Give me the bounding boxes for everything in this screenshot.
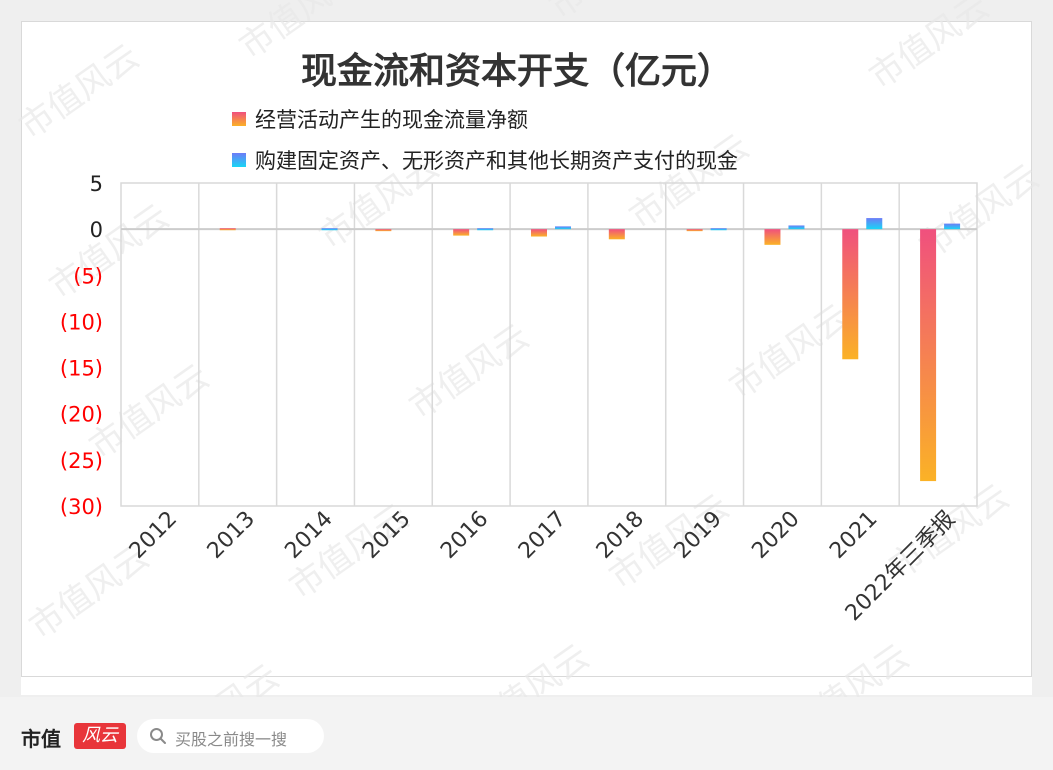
watermark-text: 市值风云 [462,637,596,700]
watermark-text: 市值风云 [402,317,536,428]
chart-card [21,21,1032,677]
y-tick-label: 0 [90,218,103,242]
x-tick-label: 2012 [125,507,182,564]
search-box[interactable]: 买股之前搜一搜 [137,719,324,753]
x-tick-label: 2016 [436,507,493,564]
watermark-text: 市值风云 [622,127,756,238]
card-bottom-strip [21,677,1032,695]
y-tick-label: 5 [90,172,103,196]
search-icon [150,728,166,744]
x-tick-label: 2020 [747,507,804,564]
bar-series1 [608,229,625,240]
y-tick-label: (5) [73,264,103,288]
bar-series1 [531,229,547,237]
legend-swatch-series2 [232,153,246,167]
bar-series1 [842,229,859,360]
bar-series1 [686,229,703,232]
watermark-text: 市值风云 [152,657,286,700]
y-tick-label: (30) [60,495,103,519]
legend-swatch-series1 [232,112,246,126]
watermark-text: 市值风云 [542,0,676,27]
x-tick-label: 2017 [514,507,571,564]
legend-label-series2: 购建固定资产、无形资产和其他长期资产支付的现金 [255,149,738,173]
watermark-text: 市值风云 [722,297,856,408]
bar-series1 [375,229,392,232]
chart-title: 现金流和资本开支（亿元） [301,50,733,92]
bar-series2 [788,225,805,230]
y-tick-label: (10) [60,310,103,334]
bar-series1 [453,229,470,236]
watermark-text: 市值风云 [12,37,146,148]
y-tick-label: (25) [60,449,103,473]
legend: 经营活动产生的现金流量净额 购建固定资产、无形资产和其他长期资产支付的现金 [232,108,738,173]
watermark-text: 市值风云 [42,197,176,308]
bar-series2 [710,228,727,231]
bar-series2 [477,228,494,231]
x-tick-label: 2013 [203,507,260,564]
bar-series2 [866,218,883,230]
bar-series2 [944,223,961,230]
brand-name: 市值 [21,727,61,751]
bar-series1 [920,229,937,482]
bar-series1 [764,229,781,245]
bar-series1 [219,228,236,231]
legend-label-series1: 经营活动产生的现金流量净额 [255,108,528,132]
watermark-text: 市值风云 [862,0,996,97]
bar-series2 [321,228,338,231]
y-tick-label: (20) [60,403,103,427]
brand-logo: 风云 [74,723,126,749]
search-placeholder: 买股之前搜一搜 [175,730,288,749]
y-tick-label: (15) [60,357,103,381]
x-tick-label: 2021 [825,507,882,564]
watermark-text: 市值风云 [782,637,916,700]
bar-series2 [555,226,571,230]
plot-frame [120,182,978,507]
